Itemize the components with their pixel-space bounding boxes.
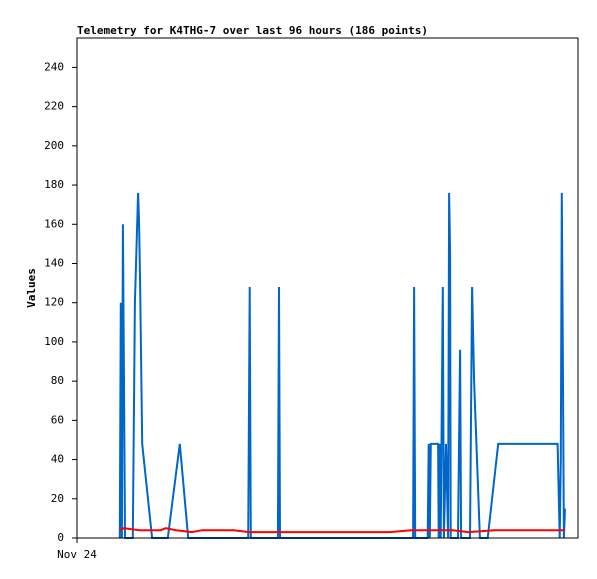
y-tick-label: 120 — [44, 296, 64, 309]
y-tick-label: 160 — [44, 217, 64, 230]
y-tick-label: 140 — [44, 256, 64, 269]
y-tick-label: 80 — [51, 374, 64, 387]
y-tick-label: 220 — [44, 100, 64, 113]
series-line — [119, 527, 565, 534]
plot-frame — [76, 37, 579, 539]
y-tick-label: 20 — [51, 492, 64, 505]
x-tick-label: Nov 24 — [57, 548, 97, 561]
y-tick-label: 40 — [51, 453, 64, 466]
y-tick-label: 100 — [44, 335, 64, 348]
series-line — [118, 192, 566, 539]
y-tick-label: 60 — [51, 413, 64, 426]
chart-title: Telemetry for K4THG-7 over last 96 hours… — [77, 24, 428, 37]
y-tick-label: 180 — [44, 178, 64, 191]
y-tick-label: 200 — [44, 139, 64, 152]
y-tick-label: 0 — [57, 531, 64, 544]
y-tick-label: 240 — [44, 60, 64, 73]
y-axis-label: Values — [25, 268, 38, 308]
